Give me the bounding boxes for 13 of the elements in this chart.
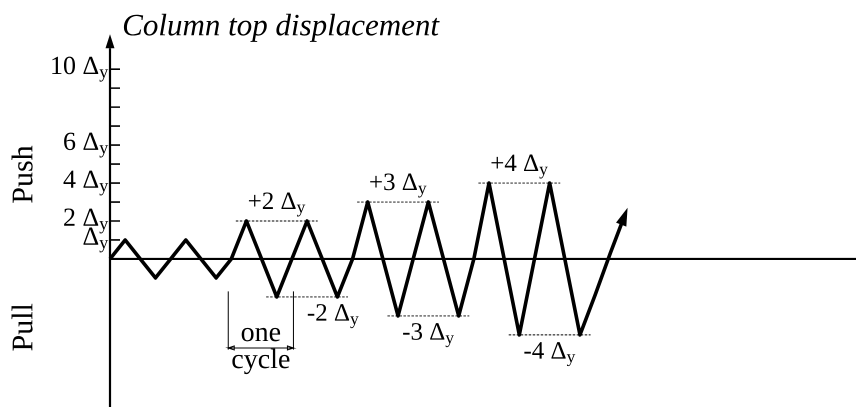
y-tick-label: 4 Δ$_{y}$ <box>63 170 108 196</box>
ref-line-label: +3 Δ$_{y}$ <box>370 173 427 198</box>
y-tick-label: 10 Δ$_{y}$ <box>52 56 108 82</box>
text: Pull <box>12 304 33 351</box>
ref-line-label: -2 Δ$_{y}$ <box>308 304 359 328</box>
y-tick-label: 6 Δ$_{y}$ <box>64 132 108 158</box>
ref-line-label: -4 Δ$_{y}$ <box>524 342 576 366</box>
text: Push <box>12 146 33 203</box>
ref-line-label: +4 Δ$_{y}$ <box>491 154 548 179</box>
ref-line-label: +2 Δ$_{y}$ <box>248 192 306 216</box>
ref-line-label: -3 Δ$_{y}$ <box>403 323 454 348</box>
y-axis-title: Column top displacement <box>124 14 440 42</box>
annotation: one cycle <box>232 328 290 374</box>
